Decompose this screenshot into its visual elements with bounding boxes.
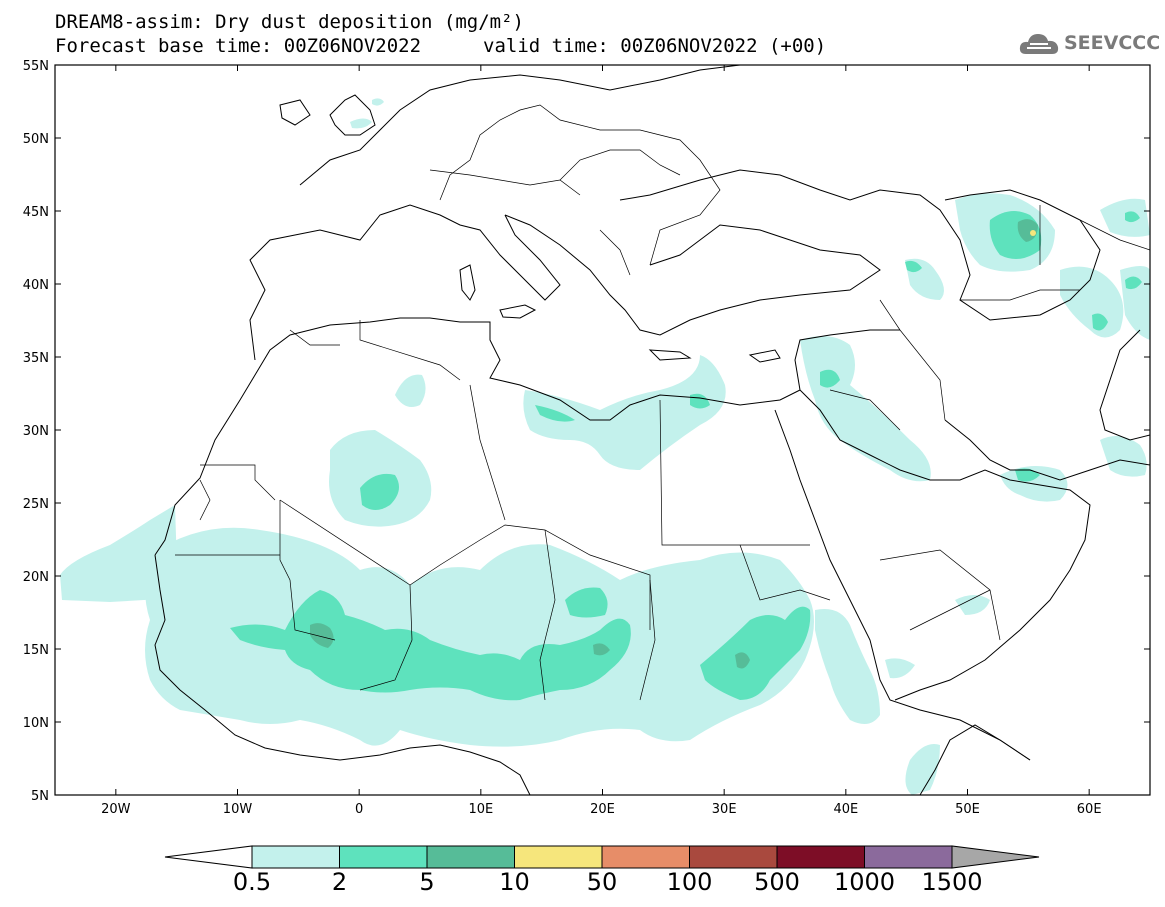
colorbar-level-label: 1500 xyxy=(921,868,983,896)
colorbar-level-label: 10 xyxy=(499,868,530,896)
lon-tick-label: 10E xyxy=(468,802,493,817)
lon-tick-label: 30E xyxy=(712,802,737,817)
lat-tick-label: 5N xyxy=(31,789,49,804)
cloud-icon xyxy=(1019,34,1059,54)
colorbar-box xyxy=(776,845,865,869)
dust-light-layer xyxy=(60,98,1150,795)
colorbar-box xyxy=(689,845,778,869)
lat-tick-label: 50N xyxy=(23,132,49,147)
country-borders xyxy=(175,104,1150,701)
colorbar-box xyxy=(601,845,690,869)
colorbar-level-label: 2 xyxy=(331,868,348,896)
colorbar xyxy=(164,845,1040,869)
colorbar-box xyxy=(426,845,515,869)
logo-text: SEEVCCC xyxy=(1064,32,1161,54)
colorbar-level-label: 5 xyxy=(419,868,435,896)
colorbar-level-label: 500 xyxy=(754,868,800,896)
lat-tick-label: 25N xyxy=(23,497,49,512)
colorbar-level-label: 0.5 xyxy=(232,868,272,896)
lon-tick-label: 40E xyxy=(833,802,858,817)
lat-tick-label: 55N xyxy=(23,59,49,74)
lat-tick-label: 30N xyxy=(23,424,49,439)
coastlines xyxy=(154,65,1150,795)
lon-tick-label: 20E xyxy=(590,802,615,817)
map-title: DREAM8-assim: Dry dust deposition (mg/m²… xyxy=(55,11,524,33)
lat-tick-label: 20N xyxy=(23,570,49,585)
lat-tick-label: 10N xyxy=(23,716,49,731)
lon-tick-label: 0 xyxy=(355,802,363,817)
colorbar-level-label: 100 xyxy=(666,868,713,896)
lon-tick-label: 50E xyxy=(955,802,980,817)
forecast-base-time: Forecast base time: 00Z06NOV2022 xyxy=(55,35,422,57)
colorbar-box xyxy=(514,845,603,869)
colorbar-level-label: 50 xyxy=(586,868,618,896)
valid-time: valid time: 00Z06NOV2022 (+00) xyxy=(483,35,827,57)
colorbar-box xyxy=(864,845,953,869)
lon-tick-label: 10W xyxy=(223,802,253,817)
lat-tick-label: 15N xyxy=(23,643,49,658)
seevccc-logo: SEEVCCC xyxy=(1018,28,1161,60)
lon-tick-label: 20W xyxy=(101,802,131,817)
lat-tick-label: 45N xyxy=(23,205,49,220)
colorbar-high-triangle xyxy=(951,845,1040,869)
dust-peak-layer xyxy=(1030,230,1036,236)
map-plot-area xyxy=(60,65,1150,795)
colorbar-low-triangle xyxy=(164,845,253,869)
lat-tick-label: 40N xyxy=(23,278,49,293)
colorbar-box xyxy=(251,845,340,869)
dust-medium-layer xyxy=(230,211,1142,701)
dust-strong-layer xyxy=(310,219,1038,669)
colorbar-box xyxy=(339,845,428,869)
lon-tick-label: 60E xyxy=(1077,802,1102,817)
lat-tick-label: 35N xyxy=(23,351,49,366)
colorbar-level-label: 1000 xyxy=(833,868,896,896)
axis-ticks: 20W 10W 0 10E 20E 30E 40E 50E 60E 55N 50N 45N 40N 35N… xyxy=(23,59,1150,817)
